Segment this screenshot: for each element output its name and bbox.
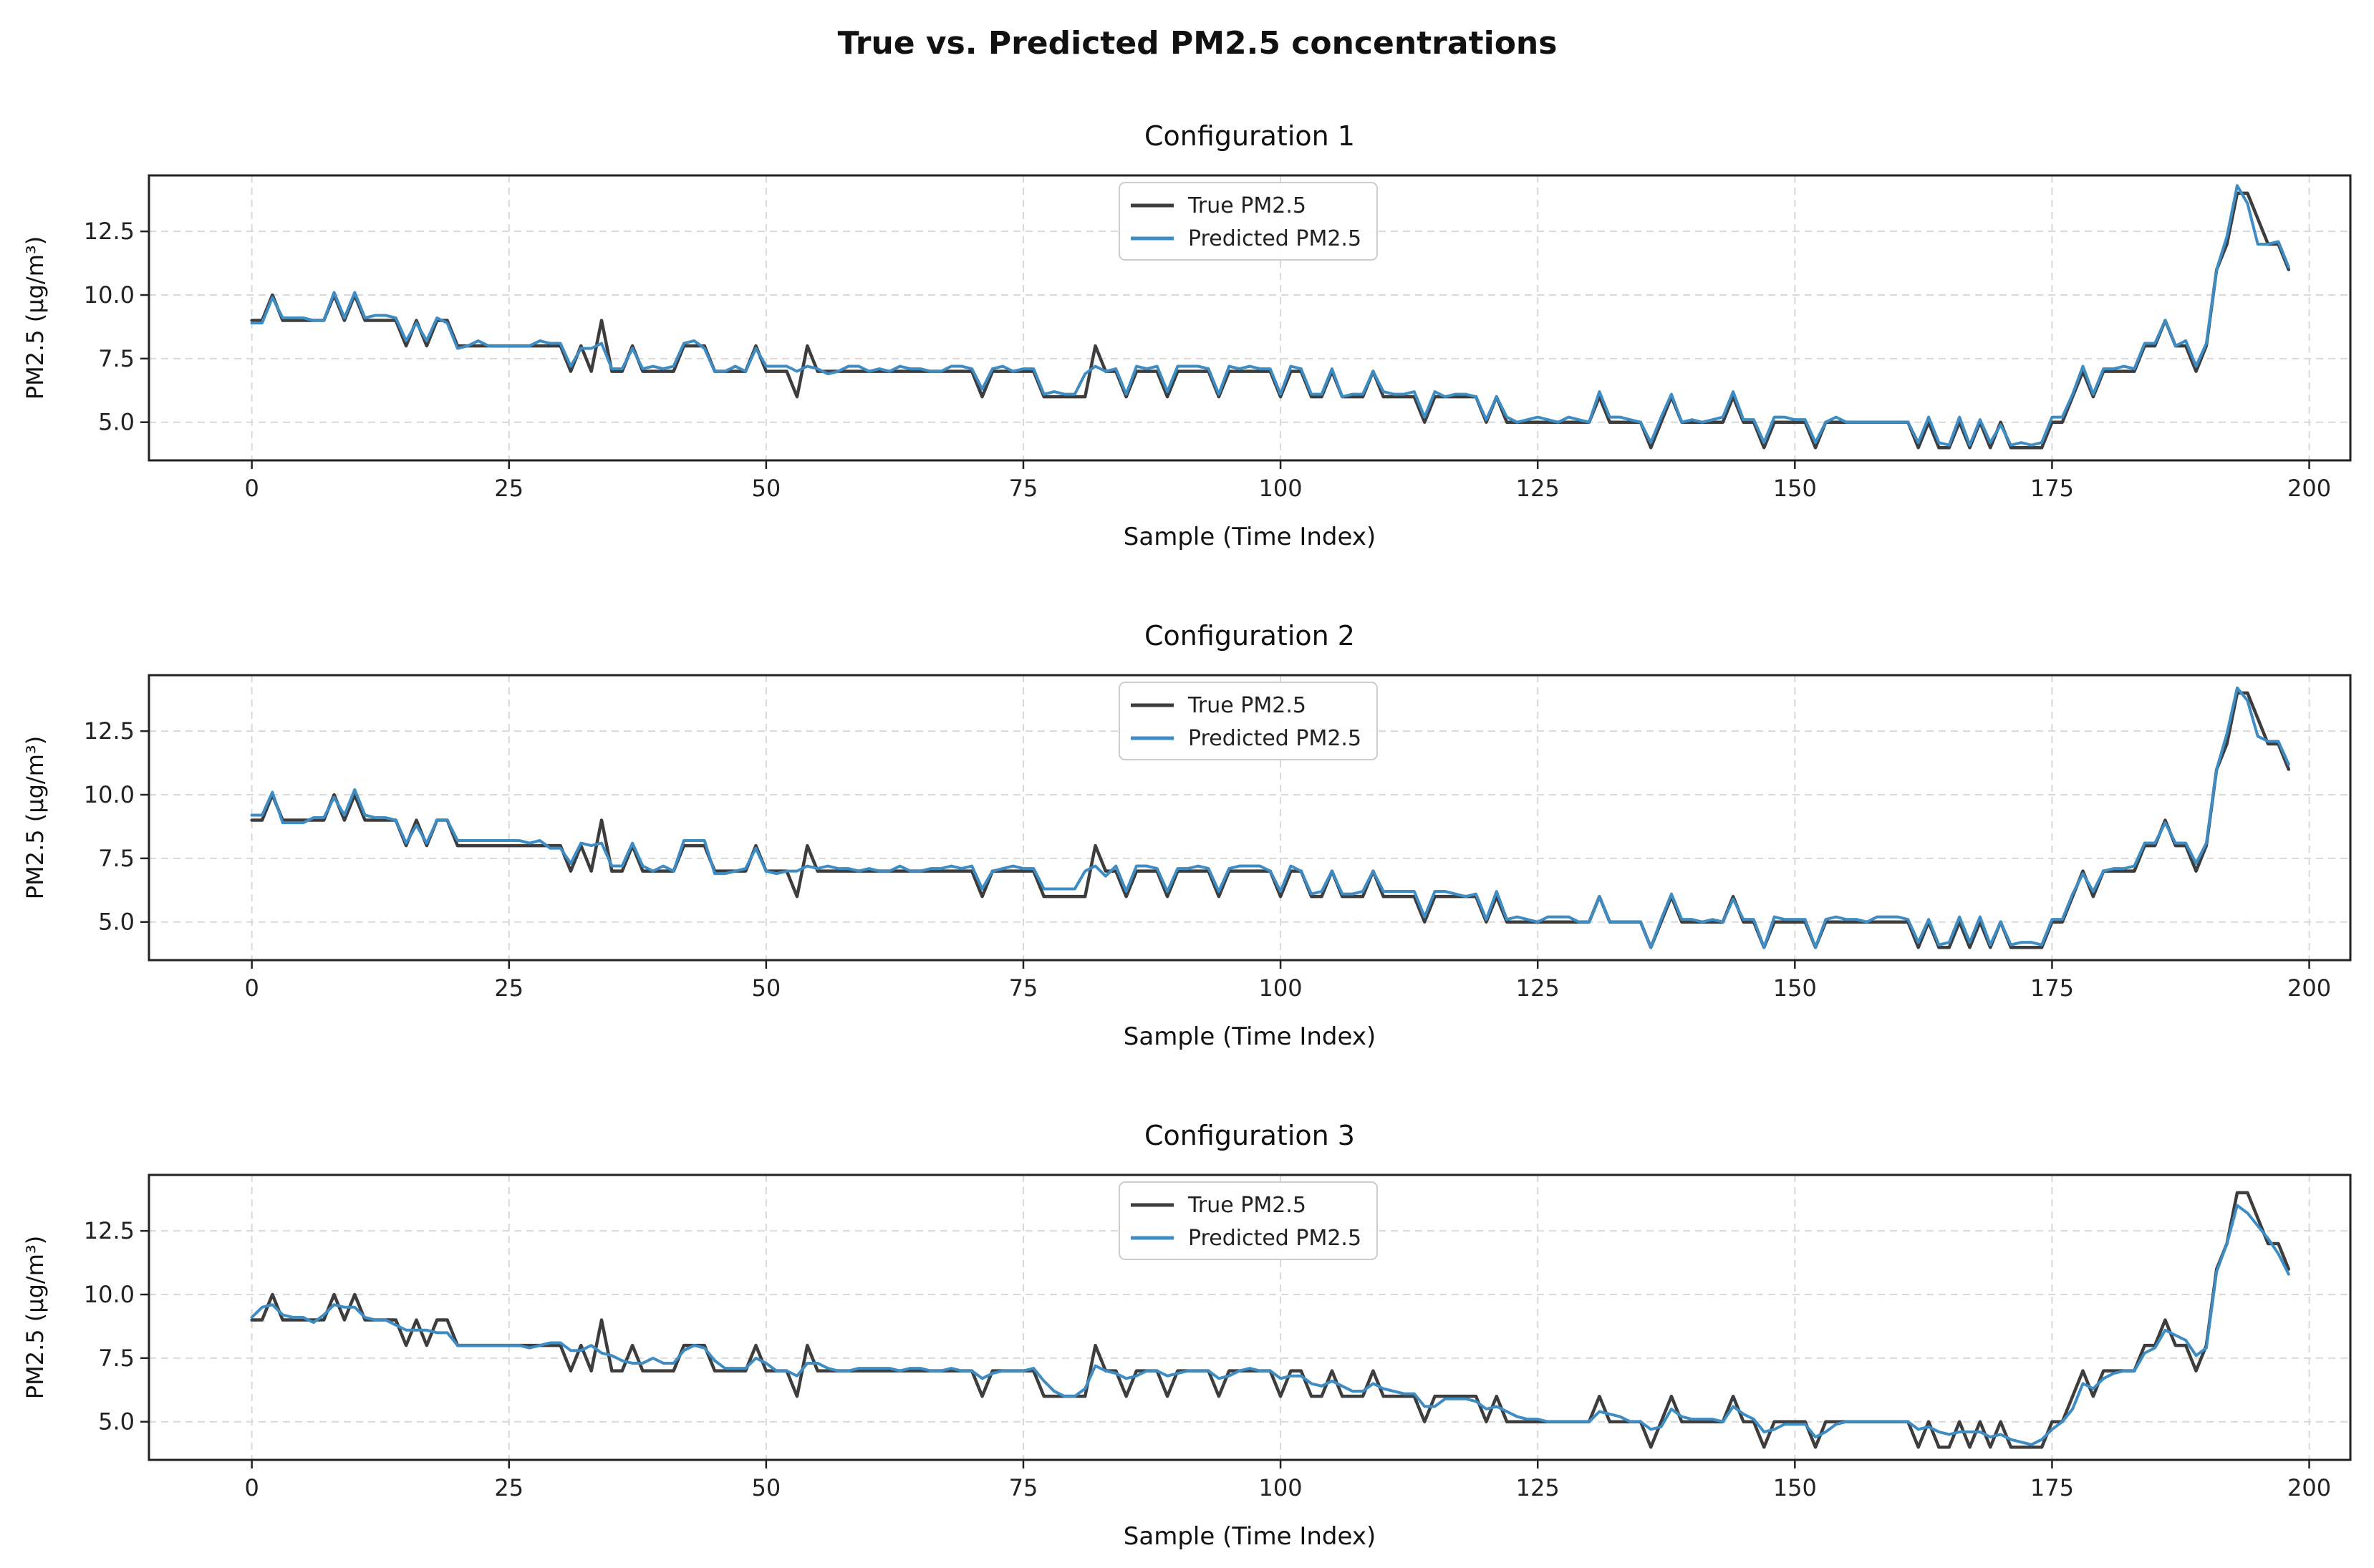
- x-tick-label: 75: [1009, 1474, 1038, 1501]
- y-tick-label: 5.0: [98, 909, 135, 936]
- axes-frame: [148, 1173, 2352, 1461]
- subplot-title: Configuration 1: [1144, 120, 1355, 152]
- legend: True PM2.5 Predicted PM2.5: [1119, 1181, 1378, 1260]
- x-tick-label: 125: [1516, 475, 1560, 502]
- y-tick-label: 12.5: [84, 717, 135, 745]
- axes-frame: [148, 174, 2352, 462]
- subplot-3: Configuration 3 0 25 50 75 100 125 150 175 200 5.0…: [21, 1120, 2352, 1551]
- subplots: Configuration 1 0 25 50 75 100 125 150 175 200 5.0…: [21, 120, 2352, 1551]
- x-tick-label: 200: [2287, 1474, 2331, 1501]
- x-tick-label: 175: [2030, 1474, 2074, 1501]
- legend-true-label: True PM2.5: [1187, 693, 1306, 718]
- legend-predicted-label: Predicted PM2.5: [1188, 726, 1361, 751]
- x-axis-label: Sample (Time Index): [1124, 523, 1376, 551]
- y-tick-label: 7.5: [98, 1345, 135, 1372]
- y-tick-label: 5.0: [98, 409, 135, 436]
- y-tick-label: 10.0: [84, 281, 135, 309]
- y-axis-label: PM2.5 (μg/m³): [21, 736, 49, 899]
- x-tick-label: 0: [244, 974, 259, 1002]
- legend-box: [1119, 1181, 1378, 1260]
- x-tick-label: 125: [1516, 1474, 1560, 1501]
- legend-box: [1119, 682, 1378, 760]
- subplot-title: Configuration 3: [1144, 1120, 1355, 1151]
- y-tick-label: 7.5: [98, 845, 135, 872]
- legend-predicted-label: Predicted PM2.5: [1188, 226, 1361, 251]
- x-tick-label: 50: [752, 974, 781, 1002]
- figure-title: True vs. Predicted PM2.5 concentrations: [838, 25, 1558, 62]
- x-axis-label: Sample (Time Index): [1124, 1522, 1376, 1551]
- axes-frame: [148, 674, 2352, 962]
- x-tick-label: 200: [2287, 475, 2331, 502]
- legend: True PM2.5 Predicted PM2.5: [1119, 182, 1378, 261]
- y-tick-label: 5.0: [98, 1408, 135, 1436]
- y-tick-label: 12.5: [84, 218, 135, 245]
- x-tick-label: 100: [1259, 974, 1303, 1002]
- x-tick-label: 75: [1009, 974, 1038, 1002]
- x-tick-label: 0: [244, 1474, 259, 1501]
- x-tick-label: 0: [244, 475, 259, 502]
- legend-true-label: True PM2.5: [1187, 1193, 1306, 1218]
- x-tick-label: 175: [2030, 974, 2074, 1002]
- x-tick-label: 175: [2030, 475, 2074, 502]
- x-tick-label: 25: [494, 475, 523, 502]
- legend-predicted-label: Predicted PM2.5: [1188, 1226, 1361, 1251]
- y-tick-label: 12.5: [84, 1217, 135, 1244]
- x-tick-label: 75: [1009, 475, 1038, 502]
- subplot-2: Configuration 2 0 25 50 75 100 125 150 175 200 5.0…: [21, 620, 2352, 1051]
- y-tick-label: 7.5: [98, 345, 135, 372]
- x-tick-label: 150: [1773, 475, 1817, 502]
- subplot-title: Configuration 2: [1144, 620, 1355, 652]
- x-tick-label: 50: [752, 1474, 781, 1501]
- x-tick-label: 25: [494, 1474, 523, 1501]
- y-tick-label: 10.0: [84, 1281, 135, 1308]
- x-tick-label: 125: [1516, 974, 1560, 1002]
- predicted-pm25-line: [250, 686, 2290, 949]
- x-tick-label: 25: [494, 974, 523, 1002]
- x-tick-label: 200: [2287, 974, 2331, 1002]
- legend-true-label: True PM2.5: [1187, 193, 1306, 218]
- y-axis-label: PM2.5 (μg/m³): [21, 1236, 49, 1399]
- predicted-pm25-line: [250, 1204, 2290, 1446]
- subplot-1: Configuration 1 0 25 50 75 100 125 150 175 200 5.0…: [21, 120, 2352, 551]
- x-tick-label: 100: [1259, 475, 1303, 502]
- y-tick-label: 10.0: [84, 781, 135, 808]
- x-tick-label: 150: [1773, 1474, 1817, 1501]
- x-axis-label: Sample (Time Index): [1124, 1022, 1376, 1051]
- legend: True PM2.5 Predicted PM2.5: [1119, 682, 1378, 760]
- y-axis-label: PM2.5 (μg/m³): [21, 236, 49, 400]
- legend-box: [1119, 182, 1378, 261]
- x-tick-label: 150: [1773, 974, 1817, 1002]
- x-tick-label: 100: [1259, 1474, 1303, 1501]
- predicted-pm25-line: [250, 184, 2290, 447]
- x-tick-label: 50: [752, 475, 781, 502]
